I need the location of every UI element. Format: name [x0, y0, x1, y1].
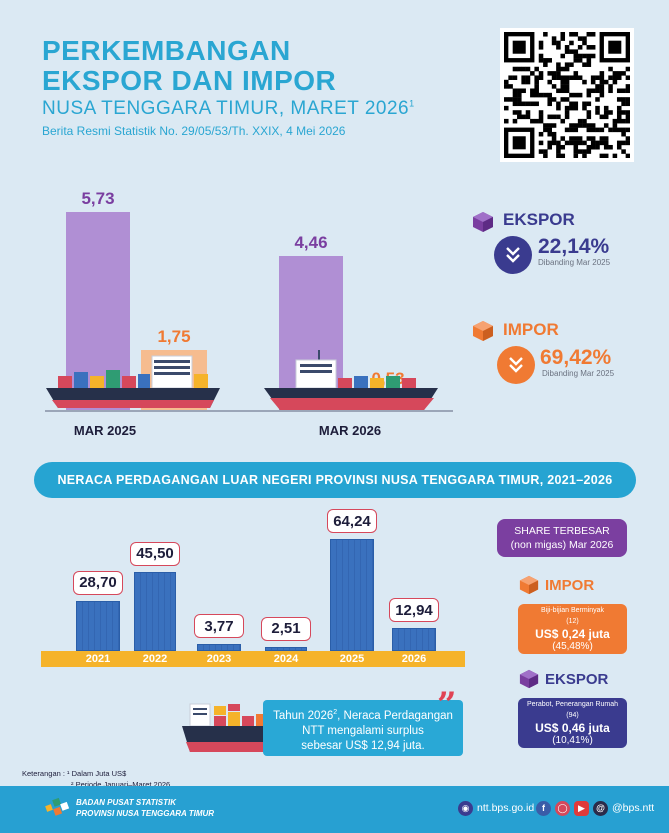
period-label-1: MAR 2026 [318, 423, 382, 438]
ekspor-value-label-0: 5,73 [81, 189, 115, 208]
year-label-2022: 2022 [142, 653, 168, 665]
qr-code[interactable] [500, 28, 634, 162]
page-title-line2: EKSPOR DAN IMPOR [42, 65, 337, 96]
balance-bar-2022 [134, 571, 176, 651]
impor-percent-change: 69,42% [540, 346, 612, 369]
balance-value-label-2026: 12,94 [389, 598, 439, 623]
trade-balance-banner: NERACA PERDAGANGAN LUAR NEGERI PROVINSI … [34, 462, 636, 498]
cargo-ship-icon [46, 355, 220, 408]
page-subtitle: NUSA TENGGARA TIMUR, MARET 20261 [42, 98, 415, 119]
globe-icon: ◉ [458, 800, 473, 816]
bps-logo-icon [45, 797, 70, 816]
impor-cube-icon [473, 321, 493, 341]
year-label-2025: 2025 [339, 653, 365, 665]
sea-line [45, 410, 453, 412]
year-label-2023: 2023 [206, 653, 232, 665]
impor-cube-icon [519, 575, 539, 595]
organization-name: BADAN PUSAT STATISTIK PROVINSI NUSA TENG… [76, 798, 215, 818]
tanker-ship-icon [264, 350, 438, 410]
balance-bar-2024 [265, 646, 307, 651]
balance-value-label-2025: 64,24 [327, 509, 377, 533]
ekspor-percent-change: 22,14% [538, 235, 610, 258]
ekspor-comparison-note: Dibanding Mar 2025 [538, 258, 611, 267]
share-ekspor-title: EKSPOR [545, 671, 609, 688]
ekspor-cube-icon [519, 669, 539, 689]
ekspor-decrease-badge [494, 236, 532, 274]
container-ship-icon [182, 703, 278, 752]
balance-bar-2025 [330, 539, 374, 651]
impor-comparison-note: Dibanding Mar 2025 [542, 369, 615, 378]
year-label-2021: 2021 [85, 653, 111, 665]
surplus-note: Tahun 20262, Neraca Perdagangan NTT meng… [263, 700, 463, 756]
qr-code-icon [504, 32, 631, 159]
footnotes: Keterangan : ¹ Dalam Juta US$ ² Periode … [22, 769, 171, 789]
publication-reference: Berita Resmi Statistik No. 29/05/53/Th. … [42, 124, 346, 138]
quote-icon: ” [437, 685, 457, 725]
double-chevron-down-icon [509, 357, 523, 373]
instagram-icon[interactable]: ◯ [555, 800, 570, 816]
year-axis [41, 651, 465, 667]
social-links: f ◯ ▶ @ @bps.ntt [536, 800, 654, 816]
balance-value-label-2022: 45,50 [130, 541, 180, 566]
share-ekspor-box: Perabot, Penerangan Rumah (94) US$ 0,46 … [518, 698, 627, 748]
share-header: SHARE TERBESAR (non migas) Mar 2026 [497, 519, 627, 557]
page-title-line1: PERKEMBANGAN [42, 35, 291, 66]
balance-bar-2023 [197, 644, 241, 651]
threads-icon[interactable]: @ [593, 800, 608, 816]
ekspor-title: EKSPOR [503, 210, 575, 229]
balance-value-label-2024: 2,51 [261, 616, 311, 641]
ekspor-value-label-1: 4,46 [294, 232, 328, 252]
impor-title: IMPOR [503, 320, 559, 339]
balance-bar-2021 [76, 600, 120, 651]
balance-value-label-2023: 3,77 [194, 614, 244, 639]
website-link[interactable]: ◉ ntt.bps.go.id [458, 800, 534, 816]
impor-decrease-badge [497, 346, 535, 384]
impor-value-label-0: 1,75 [157, 326, 191, 346]
period-label-0: MAR 2025 [73, 423, 137, 438]
share-impor-title: IMPOR [545, 577, 595, 594]
double-chevron-down-icon [506, 247, 520, 263]
year-label-2026: 2026 [401, 653, 427, 665]
balance-bar-2026 [392, 628, 436, 651]
balance-value-label-2021: 28,70 [73, 570, 123, 595]
share-impor-box: Biji-bijian Berminyak (12) US$ 0,24 juta… [518, 604, 627, 654]
youtube-icon[interactable]: ▶ [574, 800, 589, 816]
year-label-2024: 2024 [273, 653, 299, 665]
ekspor-cube-icon [473, 212, 493, 232]
facebook-icon[interactable]: f [536, 800, 551, 816]
